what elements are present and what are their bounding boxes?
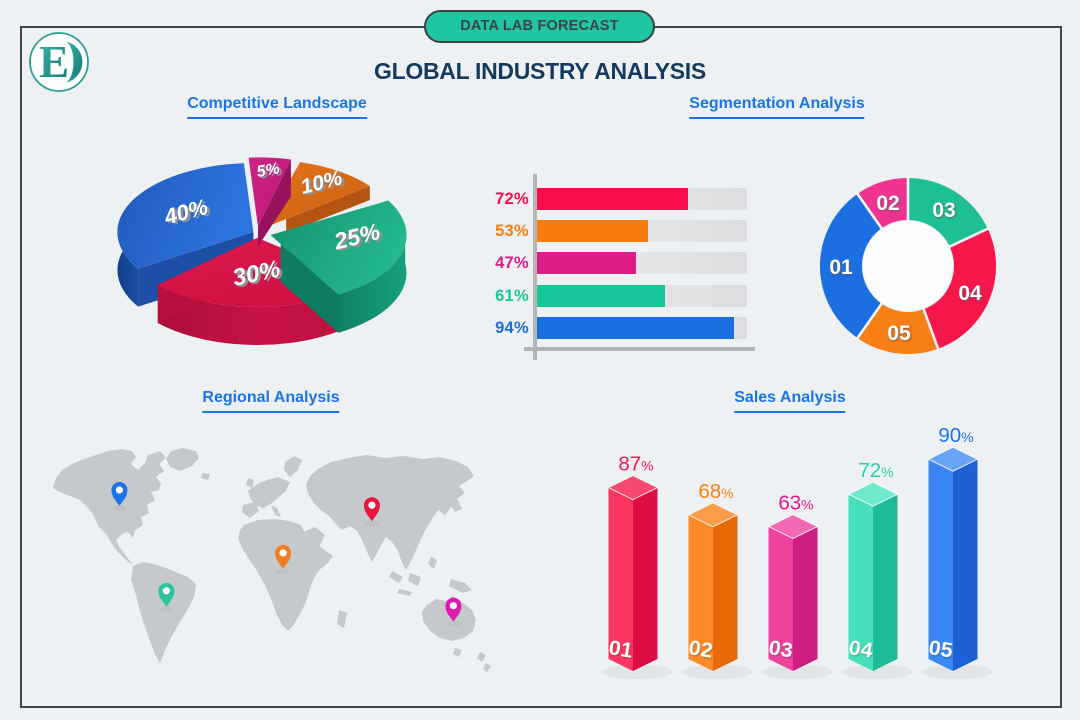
svg-text:02: 02 <box>687 635 714 662</box>
svg-text:01: 01 <box>607 635 634 662</box>
svg-text:05: 05 <box>887 322 911 345</box>
svg-text:02: 02 <box>876 192 899 215</box>
svg-text:04: 04 <box>958 282 982 305</box>
svg-text:72%: 72% <box>858 459 893 482</box>
svg-text:68%: 68% <box>698 480 733 503</box>
svg-text:04: 04 <box>847 635 874 662</box>
svg-text:87%: 87% <box>618 453 653 476</box>
svg-text:5%: 5% <box>258 162 284 183</box>
svg-text:63%: 63% <box>778 492 813 515</box>
svg-text:05: 05 <box>927 635 954 662</box>
svg-text:5%: 5% <box>255 160 281 181</box>
svg-text:03: 03 <box>767 635 794 662</box>
svg-text:01: 01 <box>829 256 853 279</box>
svg-text:03: 03 <box>932 199 955 222</box>
svg-text:90%: 90% <box>938 424 973 447</box>
svg-text:E: E <box>39 37 69 87</box>
